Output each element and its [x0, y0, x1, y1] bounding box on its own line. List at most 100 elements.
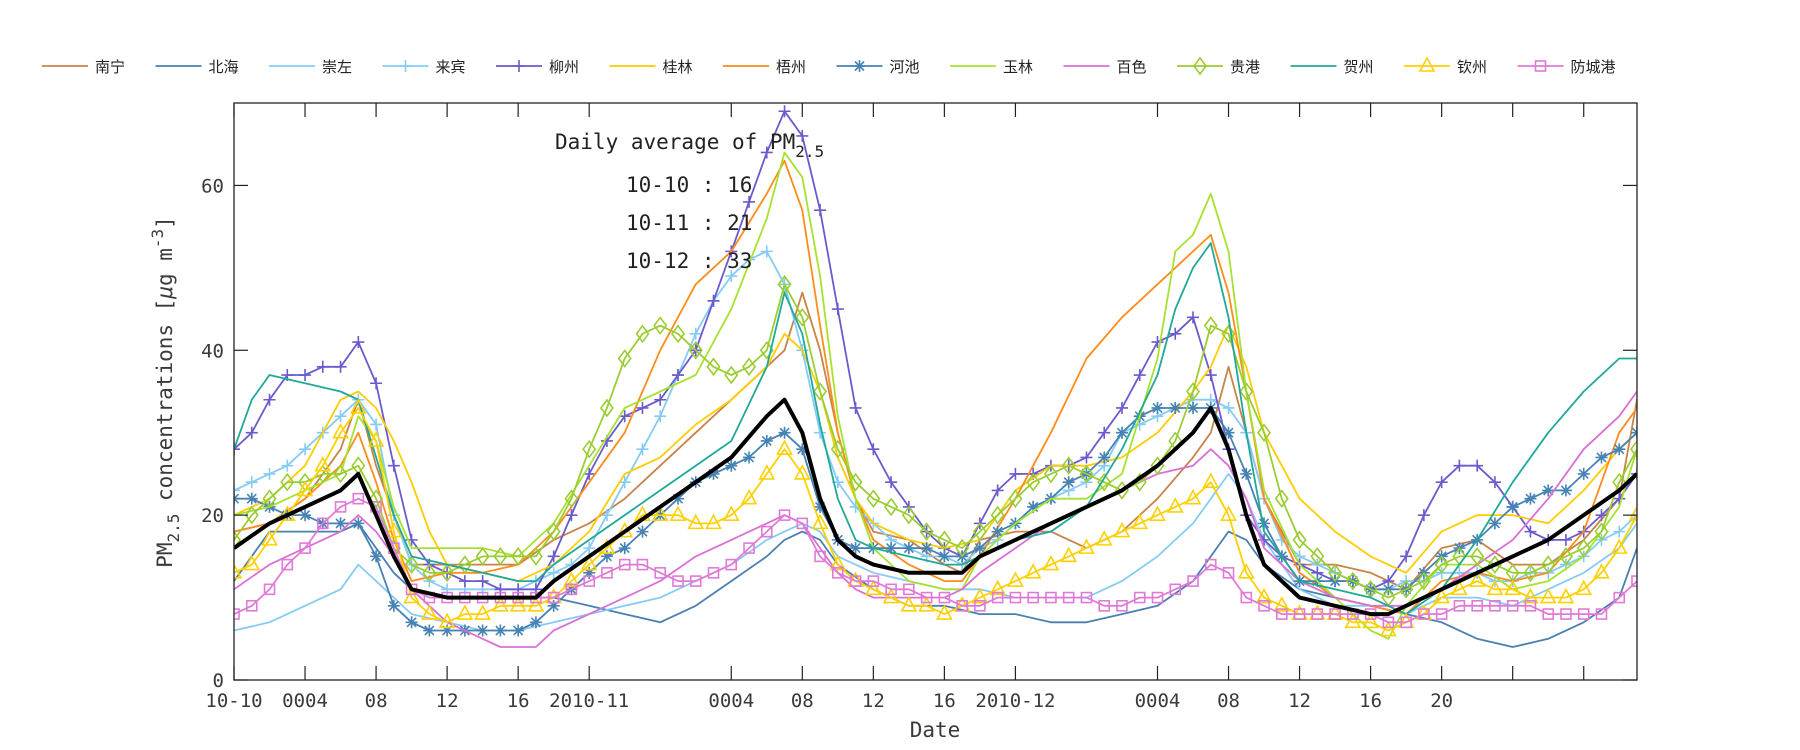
series-3-marker [234, 484, 240, 497]
series-10-marker [493, 547, 508, 566]
series-10-marker [1061, 456, 1076, 476]
legend-item: 来宾 [382, 58, 466, 76]
series-13-marker [234, 608, 240, 620]
series-13-marker [867, 575, 880, 587]
plot-area: 0 20 40 60 10-10 0004 08 12 16 2010-11 0004 08 12 16 2… [201, 102, 1638, 712]
series-13-marker [1453, 600, 1466, 612]
series-3-marker [1613, 525, 1626, 538]
series-13-marker [814, 550, 826, 563]
series-12-marker [563, 571, 580, 587]
series-13-marker [1542, 608, 1555, 620]
series-4-marker [263, 393, 276, 406]
series-3-marker [760, 245, 773, 258]
series-10-marker [1523, 563, 1538, 583]
series-10-marker [1328, 563, 1343, 583]
series-12-marker [936, 604, 953, 620]
series-3-marker [281, 459, 294, 472]
series-4-marker [1080, 451, 1093, 464]
series-4-marker [1258, 533, 1271, 546]
series-13-marker [1595, 608, 1608, 620]
legend-item: 钦州 [1404, 56, 1487, 76]
series-12-marker [1095, 530, 1113, 546]
series-4-marker [671, 369, 684, 382]
series-7-marker [529, 616, 542, 629]
series-4-marker [370, 377, 383, 390]
series-10-marker [990, 505, 1005, 525]
series-13-marker [299, 542, 311, 554]
series-3-marker [600, 509, 613, 522]
series-12-marker [1184, 488, 1202, 505]
series-10-marker [1079, 464, 1094, 484]
x-tick-label: 20 [1430, 690, 1453, 712]
series-10-marker [1043, 464, 1058, 484]
series-7-marker [849, 542, 862, 555]
series-13-marker [672, 575, 684, 587]
x-axis-title: Date [910, 718, 961, 742]
legend-label: 北海 [209, 58, 239, 76]
series-10-marker [280, 472, 295, 492]
series-13-marker [1400, 616, 1412, 629]
series-13-marker [991, 591, 1004, 604]
series-10-marker [1470, 547, 1485, 566]
series-7-marker [885, 542, 898, 555]
series-4-marker [245, 426, 258, 439]
series-12-marker [1504, 579, 1522, 596]
series-4-marker [831, 303, 844, 316]
series-12-marker [1007, 571, 1024, 587]
series-10-marker [742, 357, 757, 377]
series-7-marker [1151, 401, 1164, 414]
series-7-marker [760, 434, 773, 447]
series-13-marker [689, 575, 702, 587]
series-13-marker [334, 501, 347, 513]
series-13-marker [316, 517, 329, 530]
x-tick-label: 12 [436, 690, 459, 712]
series-4-marker [1204, 369, 1217, 382]
series-10-marker [546, 522, 561, 541]
series-13-marker [618, 558, 631, 571]
series-12-marker [669, 505, 687, 521]
series-4-marker [618, 410, 631, 423]
series-12-marker [261, 530, 278, 546]
x-tick-label: 0004 [708, 690, 754, 712]
series-4-marker [654, 393, 667, 406]
series-4-marker [1488, 476, 1501, 489]
series-4-marker [565, 509, 578, 522]
legend-label: 贵港 [1230, 58, 1260, 76]
series-13-marker [1577, 608, 1590, 620]
series-4-marker [991, 484, 1004, 497]
series-13-marker [1329, 608, 1341, 620]
series-12-marker [1362, 612, 1379, 629]
series-13-marker [1506, 600, 1519, 612]
series-12-marker [1220, 505, 1237, 521]
series-12-marker [1557, 587, 1575, 604]
x-tick-label: 12 [862, 690, 885, 712]
series-12-marker [811, 513, 829, 530]
series-12-marker [580, 554, 598, 571]
series-7-marker [299, 509, 312, 522]
series-13-marker [565, 583, 578, 596]
series-10-marker [830, 439, 845, 459]
series-10-marker [972, 522, 987, 541]
series-12-marker [758, 464, 776, 480]
x-tick-label: 16 [1359, 690, 1382, 712]
y-axis-title: PM2.5 concentrations [μg m-3] [148, 216, 183, 568]
series-10-marker [1630, 439, 1637, 459]
series-13-marker [920, 591, 933, 604]
legend-label: 钦州 [1457, 58, 1487, 76]
series-10-marker [440, 563, 455, 583]
series-12 [234, 398, 1637, 637]
series-13-marker [1062, 591, 1075, 604]
series-12-marker [1610, 538, 1628, 554]
series-7-marker [370, 550, 383, 563]
y-tick-label: 0 [213, 670, 224, 692]
series-7-marker [743, 451, 756, 464]
plot-frame [233, 102, 1638, 681]
series-12-marker [651, 505, 669, 521]
series-7-marker [1488, 517, 1501, 530]
series-3-marker [618, 476, 631, 489]
series-7-marker [1222, 426, 1235, 439]
series-13-marker [885, 583, 897, 596]
series-4-marker [636, 401, 649, 414]
series-12-marker [349, 398, 367, 414]
legend-marker-icon [513, 60, 525, 72]
